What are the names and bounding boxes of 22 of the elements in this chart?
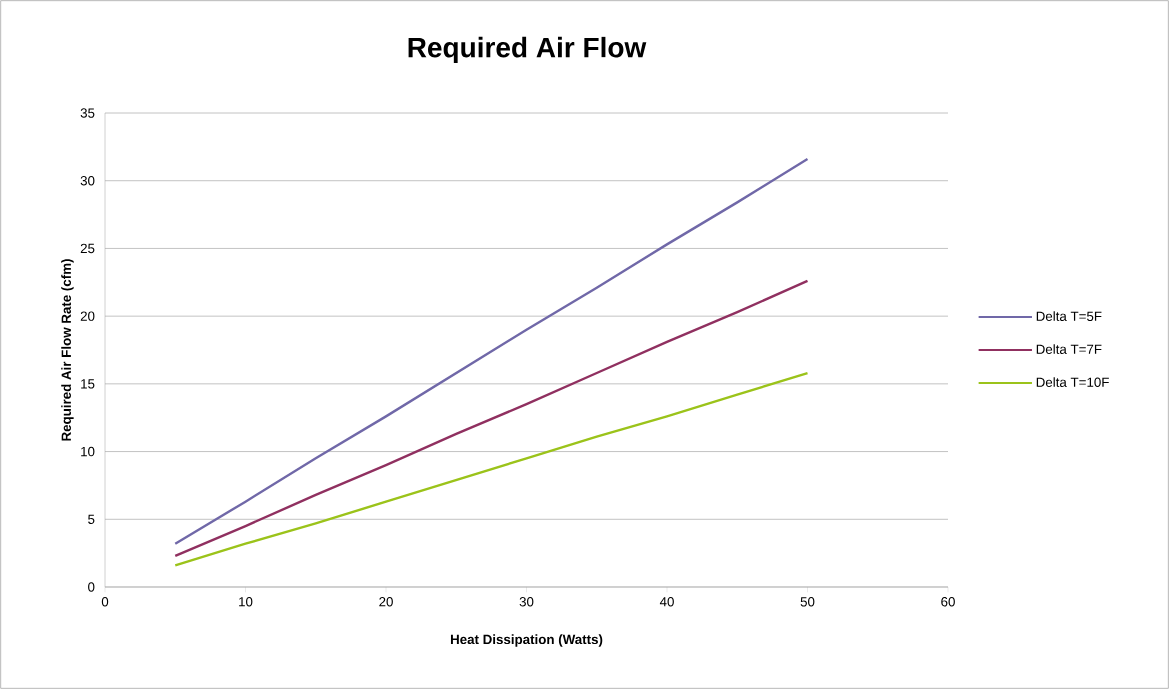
x-tick-label: 0 [101,597,109,607]
x-tick-label: 50 [800,597,815,607]
y-tick-label: 30 [80,176,95,186]
y-axis-title: Required Air Flow Rate (cfm) [61,259,74,441]
x-tick-label: 40 [659,597,674,607]
y-tick-label: 25 [80,243,95,254]
x-tick-label: 20 [379,597,393,607]
y-tick-label: 5 [88,514,95,524]
chart-title: Required Air Flow [408,36,647,63]
x-axis-title: Heat Dissipation (Watts) [450,634,603,647]
line-series [174,279,809,558]
x-tick-label: 30 [519,597,534,607]
legend-label: Delta T=10F [1036,377,1109,387]
legend-label: Delta T=5F [1036,311,1102,321]
x-tick-label: 60 [941,597,955,607]
y-tick-label: 35 [80,108,95,118]
legend-label: Delta T=7F [1036,344,1102,354]
y-tick-label: 0 [88,582,95,592]
y-tick-label: 20 [80,311,95,321]
x-tick-label: 10 [239,597,253,607]
y-tick-label: 15 [81,379,95,389]
y-tick-label: 10 [81,446,95,457]
